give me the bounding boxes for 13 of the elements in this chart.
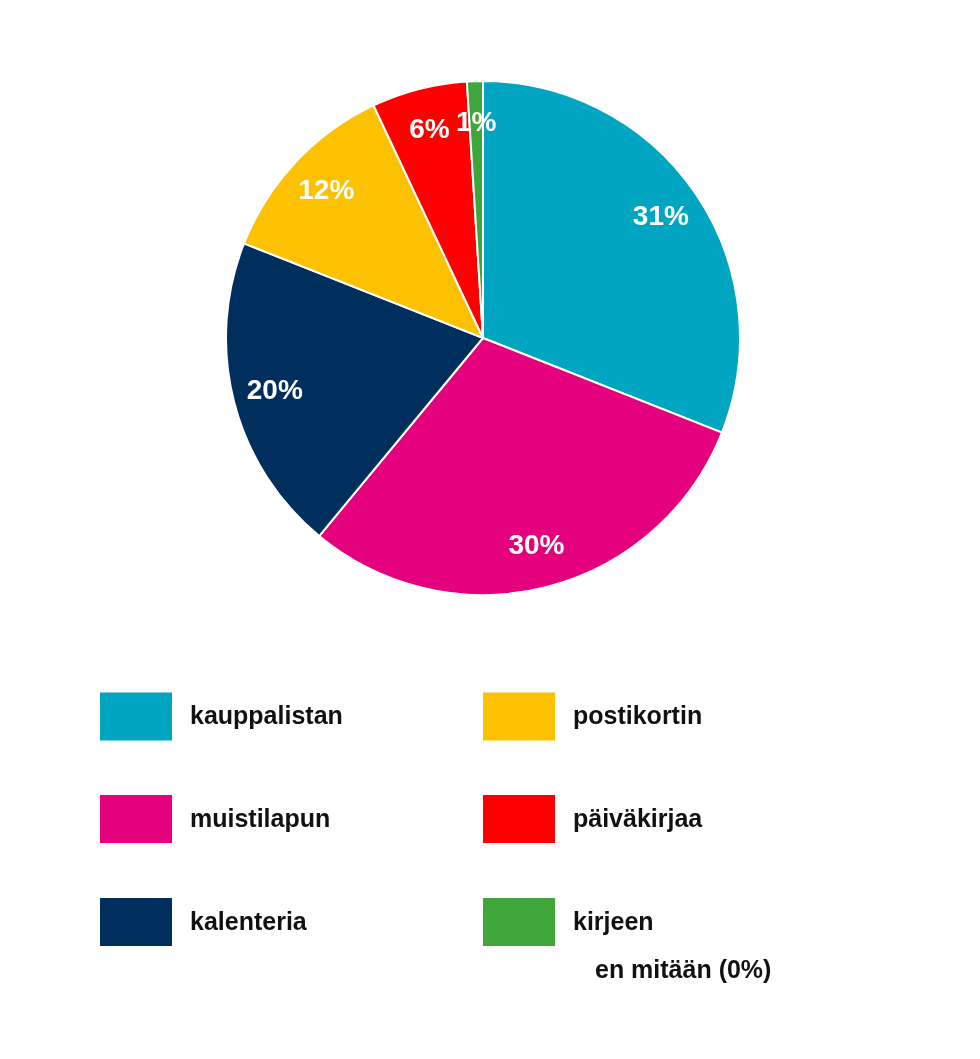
data-label: 31% [632,200,689,232]
data-label: 6% [409,112,450,144]
legend-label: kirjeen [573,907,654,935]
data-label: 12% [298,173,355,205]
legend-label: kalenteria [190,907,308,935]
data-label: 1% [456,106,497,138]
legend-label: postikortin [573,701,703,730]
data-label: 20% [246,374,303,406]
data-label: 30% [508,529,565,561]
legend-label: kauppalistan [190,701,343,730]
legend-label: päiväkirjaa [573,804,704,832]
legend-label: muistilapun [190,804,331,832]
text: en mitään (0%) [595,955,772,983]
